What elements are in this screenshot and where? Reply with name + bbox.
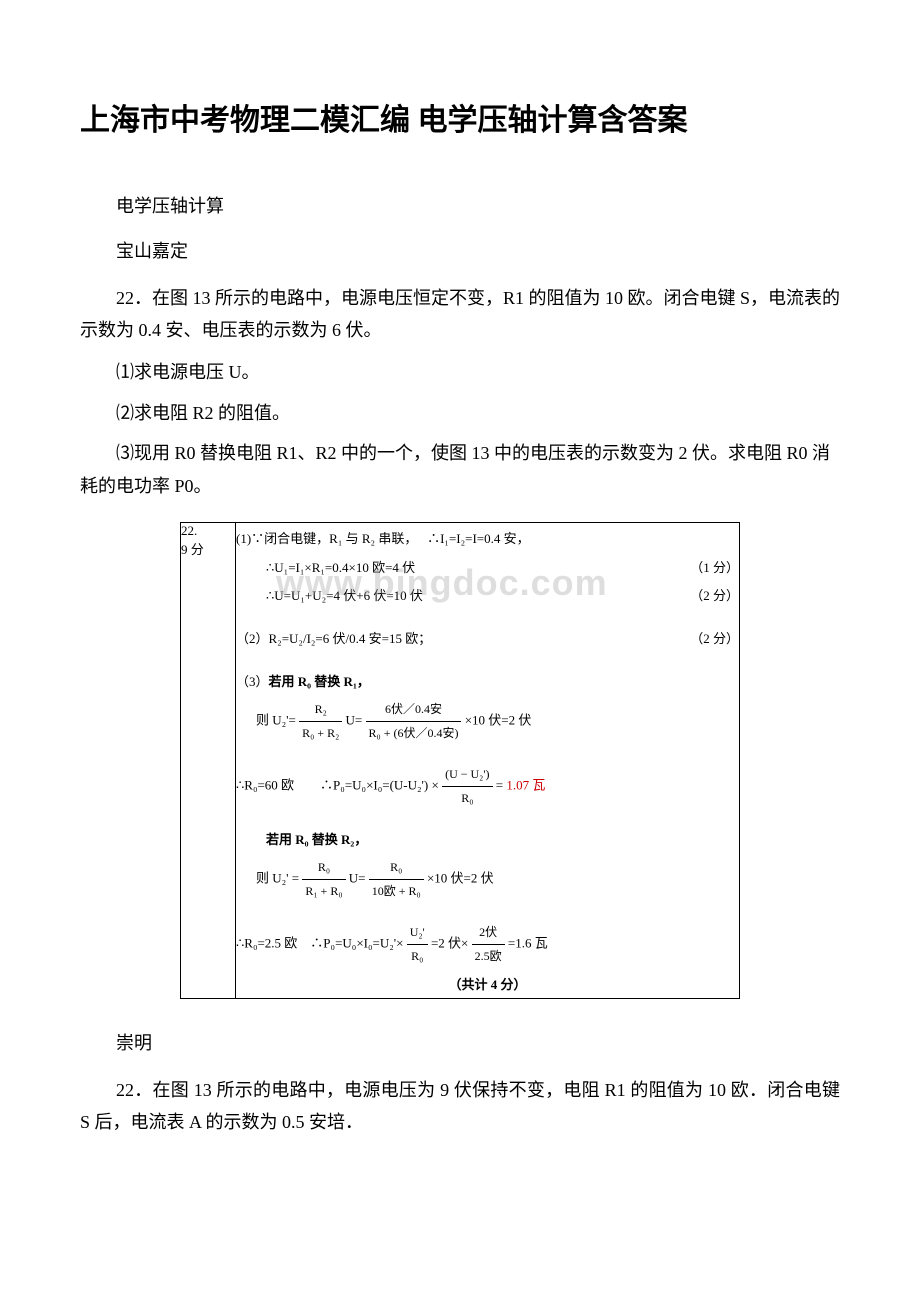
t: ×10 伏=2 伏 (427, 871, 494, 886)
score-text: （2 分） (690, 584, 739, 609)
t: R₀ + (6伏／0.4安) (366, 722, 462, 745)
t: 若用 R₀ 替换 R₁， (269, 674, 370, 689)
t: R₁ 与 R₂ 串联， (329, 531, 417, 546)
district-baoshanjd: 宝山嘉定 (80, 237, 840, 266)
t: U₂' (407, 921, 428, 945)
problem-number: 22． (116, 1080, 153, 1100)
math-text: ∴R₀=2.5 欧 ∴P₀=U₀×I₀=U₂'× U₂'R₀ =2 伏× 2伏2… (236, 921, 739, 968)
t: (1)∵闭合电键， (236, 531, 329, 546)
solution-box: 22. 9 分 www.bingdoc.com (1)∵闭合电键，R₁ 与 R₂… (80, 522, 840, 999)
math-text: （3）若用 R₀ 替换 R₁， (236, 670, 739, 695)
solution-line-1: (1)∵闭合电键，R₁ 与 R₂ 串联， ∴I₁=I₂=I=0.4 安， (236, 527, 739, 552)
problem-body: 在图 13 所示的电路中，电源电压为 9 伏保持不变，电阻 R1 的阻值为 10… (80, 1080, 840, 1132)
table-row: 22. 9 分 www.bingdoc.com (1)∵闭合电键，R₁ 与 R₂… (181, 522, 740, 998)
t: 2.5欧 (472, 945, 505, 968)
math-text: （2）R₂=U₂/I₂=6 伏/0.4 安=15 欧； (236, 627, 670, 652)
solution-right-cell: www.bingdoc.com (1)∵闭合电键，R₁ 与 R₂ 串联， ∴I₁… (236, 522, 740, 998)
t: 2伏 (472, 921, 505, 945)
t: R₀ (407, 945, 428, 968)
fraction: (U − U₂')R₀ (442, 763, 492, 810)
t: R₀ (442, 787, 492, 810)
t: = (496, 777, 507, 792)
math-text: 则 U₂' = R₀R₁ + R₀ U= R₀10欧 + R₀ ×10 伏=2 … (256, 856, 739, 903)
solution-line-9: 则 U₂' = R₀R₁ + R₀ U= R₀10欧 + R₀ ×10 伏=2 … (236, 856, 739, 903)
problem-ref: 22. (181, 523, 235, 539)
solution-left-cell: 22. 9 分 (181, 522, 236, 998)
fraction: 2伏2.5欧 (472, 921, 505, 968)
solution-line-7: ∴R₀=60 欧 ∴P₀=U₀×I₀=(U-U₂') × (U − U₂')R₀… (236, 763, 739, 810)
math-text: 若用 R₀ 替换 R₂， (266, 828, 739, 853)
fraction: R₂R₀ + R₂ (299, 698, 342, 745)
solution-line-10: ∴R₀=2.5 欧 ∴P₀=U₀×I₀=U₂'× U₂'R₀ =2 伏× 2伏2… (236, 921, 739, 968)
solution-table: 22. 9 分 www.bingdoc.com (1)∵闭合电键，R₁ 与 R₂… (180, 522, 740, 999)
problem-number: 22． (116, 288, 152, 308)
t: U= (346, 713, 363, 728)
problem-22-main: 22．在图 13 所示的电路中，电源电压恒定不变，R1 的阻值为 10 欧。闭合… (80, 282, 840, 347)
t: 则 U₂' = (256, 871, 302, 886)
t: R₁ + R₀ (302, 880, 345, 903)
t: ×10 伏=2 伏 (465, 713, 532, 728)
total-points: 9 分 (181, 539, 235, 558)
score-text: （1 分） (690, 556, 739, 581)
solution-line-6: 则 U₂'= R₂R₀ + R₂ U= 6伏／0.4安R₀ + (6伏／0.4安… (236, 698, 739, 745)
t: 6伏／0.4安 (366, 698, 462, 722)
fraction: R₀10欧 + R₀ (369, 856, 424, 903)
t: R₀ + R₂ (299, 722, 342, 745)
math-text: ∴R₀=60 欧 ∴P₀=U₀×I₀=(U-U₂') × (U − U₂')R₀… (236, 763, 739, 810)
t: 则 U₂'= (256, 713, 296, 728)
sub-q2: ⑵求电阻 R2 的阻值。 (80, 397, 840, 429)
district-chongming: 崇明 (80, 1029, 840, 1058)
sub-q1: ⑴求电源电压 U。 (80, 356, 840, 388)
t: R₂ (299, 698, 342, 722)
total-score-line: （共计 4 分） (236, 973, 739, 998)
math-text: ∴U₁=I₁×R₁=0.4×10 欧=4 伏 (266, 556, 670, 581)
t: ∴I₁=I₂=I=0.4 安， (427, 531, 530, 546)
t: =2 伏× (431, 935, 468, 950)
solution-line-2: ∴U₁=I₁×R₁=0.4×10 欧=4 伏 （1 分） (236, 556, 739, 581)
fraction: U₂'R₀ (407, 921, 428, 968)
t: R₀ (302, 856, 345, 880)
fraction: R₀R₁ + R₀ (302, 856, 345, 903)
fraction: 6伏／0.4安R₀ + (6伏／0.4安) (366, 698, 462, 745)
math-text: ∴U=U₁+U₂=4 伏+6 伏=10 伏 (266, 584, 670, 609)
solution-line-8: 若用 R₀ 替换 R₂， (236, 828, 739, 853)
math-text: 则 U₂'= R₂R₀ + R₂ U= 6伏／0.4安R₀ + (6伏／0.4安… (256, 698, 739, 745)
problem-body: 在图 13 所示的电路中，电源电压恒定不变，R1 的阻值为 10 欧。闭合电键 … (80, 288, 840, 340)
result-red: 1.07 瓦 (506, 777, 545, 792)
problem-22-chongming: 22．在图 13 所示的电路中，电源电压为 9 伏保持不变，电阻 R1 的阻值为… (80, 1074, 840, 1139)
t: (U − U₂') (442, 763, 492, 787)
t: =1.6 瓦 (508, 935, 548, 950)
t: ∴R₀=2.5 欧 ∴P₀=U₀×I₀=U₂'× (236, 935, 403, 950)
t: （3） (236, 674, 269, 689)
t: ∴R₀=60 欧 ∴P₀=U₀×I₀=(U-U₂') × (236, 777, 442, 792)
math-text: (1)∵闭合电键，R₁ 与 R₂ 串联， ∴I₁=I₂=I=0.4 安， (236, 527, 739, 552)
sub-q3: ⑶现用 R0 替换电阻 R1、R2 中的一个，使图 13 中的电压表的示数变为 … (80, 437, 840, 502)
t: R₀ (369, 856, 424, 880)
solution-line-5: （3）若用 R₀ 替换 R₁， (236, 670, 739, 695)
page-title: 上海市中考物理二模汇编 电学压轴计算含答案 (80, 100, 840, 142)
solution-line-3: ∴U=U₁+U₂=4 伏+6 伏=10 伏 （2 分） (236, 584, 739, 609)
t: 10欧 + R₀ (369, 880, 424, 903)
solution-line-4: （2）R₂=U₂/I₂=6 伏/0.4 安=15 欧； （2 分） (236, 627, 739, 652)
t: U= (349, 871, 366, 886)
score-text: （2 分） (690, 627, 739, 652)
section-label: 电学压轴计算 (80, 192, 840, 221)
